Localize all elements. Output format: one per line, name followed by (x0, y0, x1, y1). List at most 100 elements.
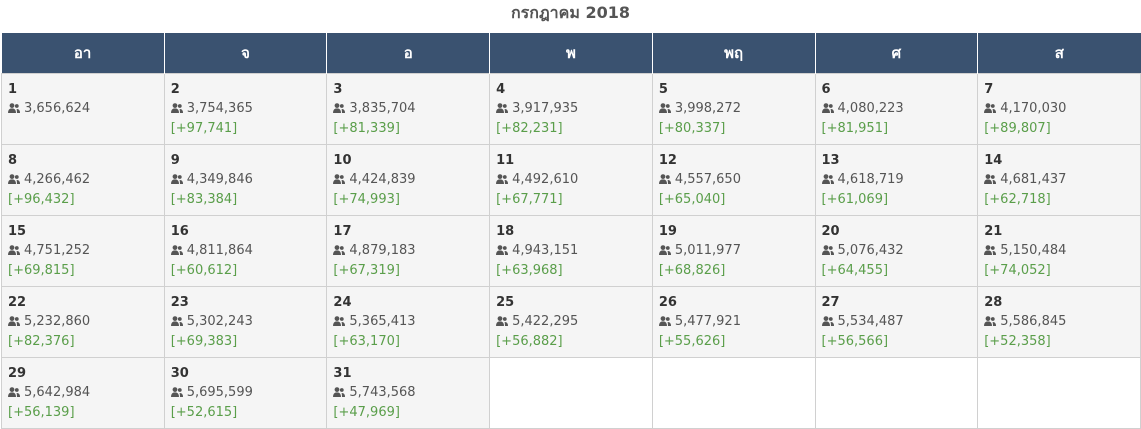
day-number: 12 (658, 153, 677, 168)
user-count-change: [+56,882] (496, 334, 563, 349)
calendar-day-cell: 23 5,302,243 [+69,383] (163, 286, 328, 358)
calendar-day-cell: 7 4,170,030 [+89,807] (977, 73, 1141, 145)
calendar-day-cell: 28 5,586,845 [+52,358] (977, 286, 1141, 358)
calendar-week-row: 29 5,642,984 [+56,139] 30 5,695,599 [+52,615]… (1, 357, 1141, 429)
user-count: 5,695,599 (170, 383, 327, 403)
users-icon (170, 245, 183, 255)
weekday-header-fri: ศ (815, 33, 979, 74)
calendar-day-cell: 9 4,349,846 [+83,384] (163, 144, 328, 216)
weekday-header-sat: ส (977, 33, 1141, 74)
user-count-value: 4,080,223 (837, 101, 904, 116)
user-count: 4,492,610 (496, 170, 652, 190)
user-count-value: 5,365,413 (349, 314, 416, 329)
users-icon (333, 316, 346, 326)
user-count-change: [+52,358] (984, 334, 1051, 349)
user-count-value: 5,150,484 (1000, 243, 1067, 258)
calendar-day-cell: 21 5,150,484 [+74,052] (977, 215, 1141, 287)
day-number: 13 (821, 153, 840, 168)
users-icon (821, 245, 834, 255)
user-count-change: [+64,455] (821, 263, 889, 278)
weekday-header-mon: จ (164, 33, 328, 74)
user-count-change: [+67,319] (333, 263, 400, 278)
day-number: 30 (170, 366, 189, 381)
user-count-value: 4,170,030 (1000, 101, 1067, 116)
calendar-day-cell: 26 5,477,921 [+55,626] (651, 286, 816, 358)
user-count: 4,557,650 (658, 170, 815, 190)
user-count-value: 5,743,568 (349, 385, 416, 400)
user-count-value: 5,586,845 (1000, 314, 1067, 329)
day-number: 15 (8, 224, 27, 239)
user-count: 4,811,864 (170, 241, 327, 261)
user-count: 5,232,860 (8, 312, 164, 332)
user-count: 5,534,487 (821, 312, 978, 332)
user-count: 5,586,845 (984, 312, 1140, 332)
calendar-table: อา จ อ พ พฤ ศ ส 1 3,656,624 2 3,754,365 [+97… (1, 33, 1141, 429)
calendar-day-cell: 20 5,076,432 [+64,455] (814, 215, 979, 287)
user-count: 5,642,984 (8, 383, 164, 403)
users-icon (8, 316, 20, 326)
day-number: 16 (170, 224, 189, 239)
user-count-change: [+81,339] (333, 121, 400, 136)
user-count-value: 3,917,935 (512, 101, 579, 116)
weekday-header-row: อา จ อ พ พฤ ศ ส (1, 33, 1141, 74)
user-count-value: 4,266,462 (24, 172, 91, 187)
calendar-day-cell: 29 5,642,984 [+56,139] (1, 357, 165, 429)
user-count-value: 5,695,599 (186, 385, 253, 400)
day-number: 5 (658, 82, 668, 97)
user-count-change: [+74,052] (984, 263, 1051, 278)
calendar-body: 1 3,656,624 2 3,754,365 [+97,741] 3 3,835,704 [… (1, 73, 1141, 429)
calendar-day-cell: 8 4,266,462 [+96,432] (1, 144, 165, 216)
weekday-header-tue: อ (326, 33, 491, 74)
calendar-day-cell: 30 5,695,599 [+52,615] (163, 357, 328, 429)
calendar-day-cell: 4 3,917,935 [+82,231] (489, 73, 653, 145)
users-icon (170, 316, 183, 326)
calendar-day-cell: 18 4,943,151 [+63,968] (489, 215, 653, 287)
users-icon (496, 103, 509, 113)
user-count: 5,011,977 (658, 241, 815, 261)
calendar-week-row: 1 3,656,624 2 3,754,365 [+97,741] 3 3,835,704 [… (1, 73, 1141, 145)
user-count: 5,422,295 (496, 312, 652, 332)
day-number: 26 (658, 295, 677, 310)
user-count-value: 5,076,432 (837, 243, 904, 258)
user-count-value: 5,534,487 (837, 314, 904, 329)
day-number: 3 (333, 82, 343, 97)
user-count-value: 4,751,252 (24, 243, 91, 258)
user-count-change: [+69,815] (8, 263, 75, 278)
users-icon (658, 316, 671, 326)
users-icon (8, 387, 20, 397)
user-count-change: [+97,741] (170, 121, 238, 136)
user-count-change: [+82,376] (8, 334, 75, 349)
day-number: 23 (170, 295, 189, 310)
user-count: 4,349,846 (170, 170, 327, 190)
calendar-day-cell: 3 3,835,704 [+81,339] (326, 73, 491, 145)
users-icon (8, 245, 20, 255)
user-count-value: 4,492,610 (512, 172, 579, 187)
day-number: 25 (496, 295, 515, 310)
day-number: 8 (8, 153, 18, 168)
calendar-day-cell: 15 4,751,252 [+69,815] (1, 215, 165, 287)
calendar-day-cell: 12 4,557,650 [+65,040] (651, 144, 816, 216)
user-count-change: [+63,968] (496, 263, 563, 278)
user-count: 4,618,719 (821, 170, 978, 190)
users-icon (984, 103, 997, 113)
users-icon (658, 103, 671, 113)
day-number: 1 (8, 82, 18, 97)
users-icon (984, 245, 997, 255)
calendar-day-cell: 10 4,424,839 [+74,993] (326, 144, 491, 216)
user-count: 5,477,921 (658, 312, 815, 332)
users-icon (496, 174, 509, 184)
users-icon (333, 103, 346, 113)
day-number: 22 (8, 295, 27, 310)
user-count: 4,879,183 (333, 241, 489, 261)
user-count: 5,365,413 (333, 312, 489, 332)
calendar-day-cell: 11 4,492,610 [+67,771] (489, 144, 653, 216)
calendar-day-cell: 2 3,754,365 [+97,741] (163, 73, 328, 145)
calendar-empty-cell (977, 357, 1141, 429)
user-count: 3,754,365 (170, 99, 327, 119)
user-count: 5,743,568 (333, 383, 489, 403)
users-icon (170, 387, 183, 397)
user-count: 5,302,243 (170, 312, 327, 332)
user-count-change: [+55,626] (658, 334, 726, 349)
user-count-change: [+68,826] (658, 263, 726, 278)
calendar-empty-cell (814, 357, 979, 429)
